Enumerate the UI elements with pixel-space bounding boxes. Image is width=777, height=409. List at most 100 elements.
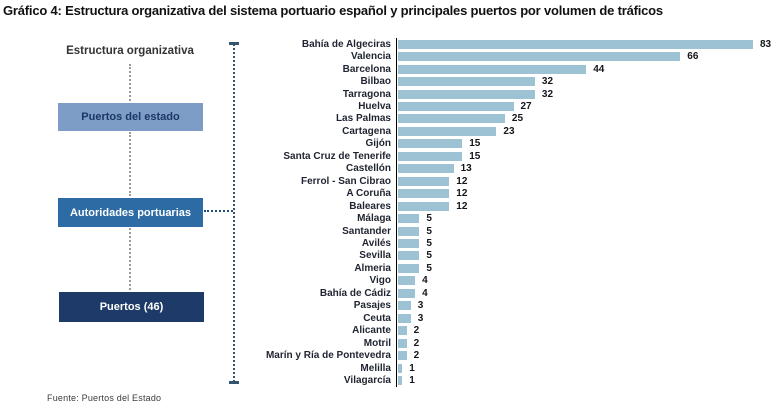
bar-row: Castellón 13 xyxy=(240,162,777,175)
bar-area: 5 xyxy=(396,224,777,238)
bar-label: Gijón xyxy=(365,138,391,150)
bar-label: Motril xyxy=(363,337,391,349)
bar-value: 12 xyxy=(456,200,468,212)
bar-value: 15 xyxy=(469,138,481,150)
bar xyxy=(398,139,463,149)
bar-row: Avilés 5 xyxy=(240,237,777,250)
bar-value: 2 xyxy=(413,337,420,349)
bar-row: Valencia 66 xyxy=(240,50,777,63)
bar-value: 4 xyxy=(422,275,428,287)
bar xyxy=(398,238,420,248)
dotted-connector-horizontal xyxy=(204,210,233,212)
bar xyxy=(398,89,535,99)
bar-value: 32 xyxy=(541,76,554,88)
bar-value: 2 xyxy=(413,350,420,362)
bar-row: Vilagarcía 1 xyxy=(240,374,777,387)
bar-row: Motril 2 xyxy=(240,336,777,350)
bar-rows: Bahía de Algeciras 83 Valencia 66 Barcel… xyxy=(240,38,777,387)
bar-label: Melilla xyxy=(360,362,391,374)
bar xyxy=(398,338,407,348)
bar-label: Castellón xyxy=(345,163,391,175)
bar xyxy=(398,176,450,186)
bar-value: 3 xyxy=(417,300,424,312)
bar xyxy=(398,263,420,273)
bar-value: 15 xyxy=(469,150,481,162)
bar-row: Sevilla 5 xyxy=(240,249,777,263)
bar-area: 2 xyxy=(396,336,777,350)
bar-area: 44 xyxy=(396,62,777,76)
bar-label: Vigo xyxy=(369,275,391,287)
bar-value: 23 xyxy=(503,125,515,137)
bar-area: 32 xyxy=(396,75,777,88)
bar xyxy=(398,114,505,124)
bar xyxy=(398,52,681,62)
bar-value: 27 xyxy=(520,100,532,112)
bar-label: A Coruña xyxy=(346,188,391,200)
org-box-autoridades-portuarias: Autoridades portuarias xyxy=(58,198,203,227)
bar-area: 5 xyxy=(396,249,777,263)
bar-label: Cartagena xyxy=(342,125,391,137)
bar-row: Cartagena 23 xyxy=(240,125,777,138)
bar-row: Marín y Ría de Pontevedra 2 xyxy=(240,349,777,362)
bar-label: Baleares xyxy=(349,200,391,212)
bar xyxy=(398,39,753,49)
bar-value: 5 xyxy=(426,250,432,262)
bar-area: 15 xyxy=(396,137,777,151)
bar xyxy=(398,313,411,323)
bar-row: Alicante 2 xyxy=(240,324,777,337)
figure-title: Gráfico 4: Estructura organizativa del s… xyxy=(3,3,663,18)
bar-area: 12 xyxy=(396,174,777,188)
bar-row: Málaga 5 xyxy=(240,212,777,225)
bar-area: 2 xyxy=(396,324,777,337)
bar-row: Pasajes 3 xyxy=(240,299,777,312)
bar-area: 66 xyxy=(396,50,777,63)
bar-value: 5 xyxy=(426,213,432,225)
bar-row: Gijón 15 xyxy=(240,137,777,151)
bar xyxy=(398,351,407,361)
bar-label: Santander xyxy=(342,225,391,237)
bar xyxy=(398,151,463,161)
bar-label: Bahía de Algeciras xyxy=(301,38,391,50)
bar-area: 1 xyxy=(396,361,777,375)
bar-row: Melilla 1 xyxy=(240,361,777,375)
bar-row: Tarragona 32 xyxy=(240,87,777,101)
bar xyxy=(398,226,420,236)
bar xyxy=(398,101,514,111)
bar-label: Santa Cruz de Tenerife xyxy=(283,150,391,162)
source-note: Fuente: Puertos del Estado xyxy=(47,393,162,403)
bar-area: 32 xyxy=(396,87,777,101)
bar-area: 15 xyxy=(396,150,777,163)
bar-value: 32 xyxy=(541,88,554,100)
bar xyxy=(398,214,420,224)
org-box-puertos-46: Puertos (46) xyxy=(59,292,204,322)
org-box-puertos-del-estado: Puertos del estado xyxy=(58,103,203,131)
bar-label: Bahía de Cádiz xyxy=(319,287,391,299)
bar xyxy=(398,375,403,385)
bar xyxy=(398,77,535,87)
bar-row: Santa Cruz de Tenerife 15 xyxy=(240,150,777,163)
bar-row: A Coruña 12 xyxy=(240,187,777,200)
bar-label: Las Palmas xyxy=(335,113,391,125)
bar xyxy=(398,363,403,373)
bar-label: Bilbao xyxy=(360,76,391,88)
bracket-cap-bottom xyxy=(229,381,239,384)
bar-label: Vilagarcía xyxy=(343,374,391,386)
bar-value: 5 xyxy=(426,237,432,249)
bar xyxy=(398,64,587,74)
bar-label: Valencia xyxy=(350,51,391,63)
bar-row: Bahía de Cádiz 4 xyxy=(240,287,777,300)
bar-label: Ceuta xyxy=(363,312,391,324)
bar-label: Tarragona xyxy=(342,88,391,100)
bar-row: Vigo 4 xyxy=(240,274,777,288)
bar-label: Marín y Ría de Pontevedra xyxy=(265,350,391,362)
bar-area: 5 xyxy=(396,262,777,275)
diagram-heading: Estructura organizativa xyxy=(66,45,194,57)
bar-label: Huelva xyxy=(358,100,391,112)
bar-label: Avilés xyxy=(361,237,391,249)
bar-label: Almeria xyxy=(354,262,391,274)
dotted-connector-vertical xyxy=(129,132,131,196)
bar-label: Pasajes xyxy=(353,300,391,312)
bar-area: 23 xyxy=(396,125,777,138)
bar-area: 12 xyxy=(396,187,777,200)
